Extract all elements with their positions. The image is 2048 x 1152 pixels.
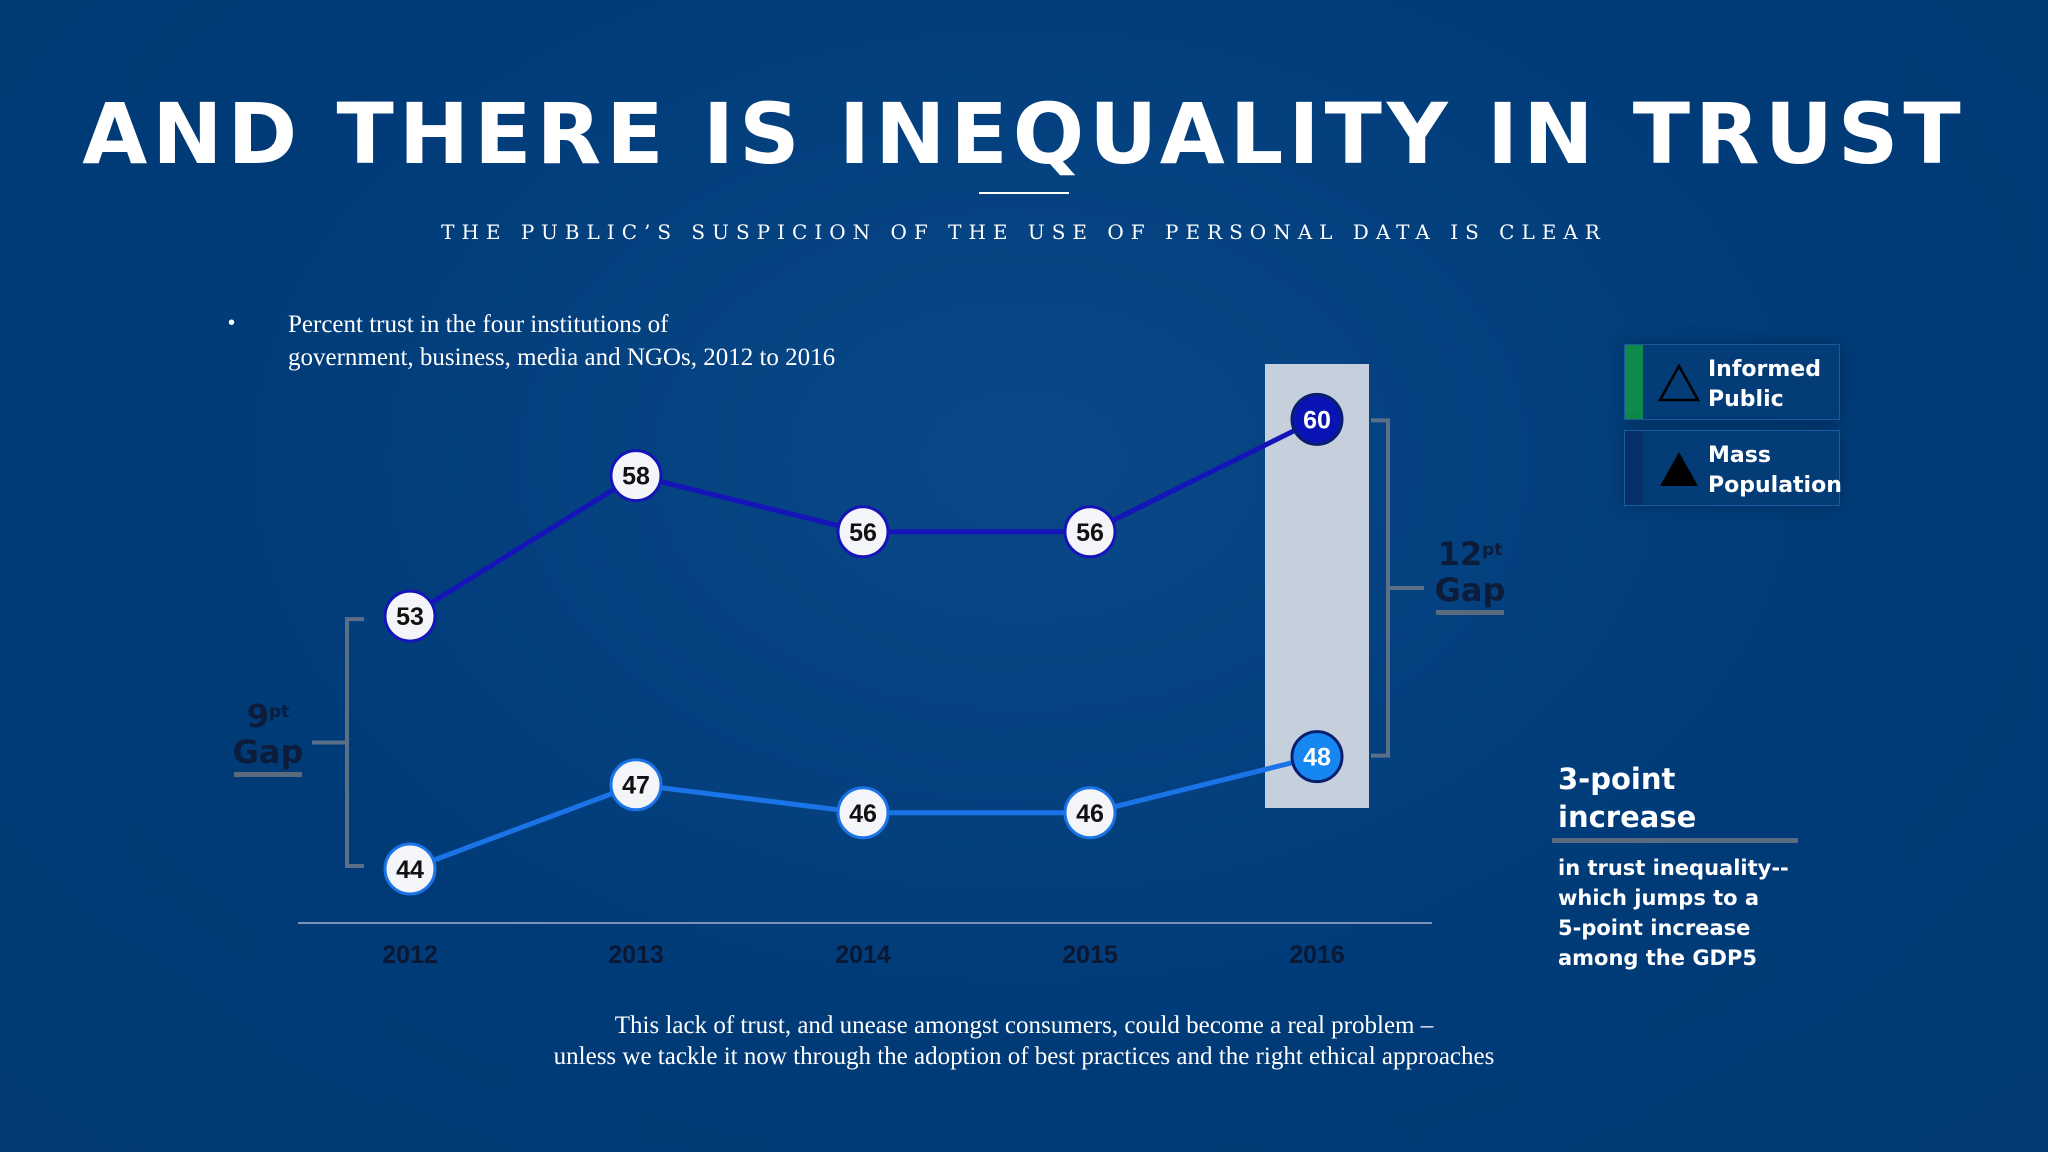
- callout-line: among the GDP5: [1558, 946, 1757, 970]
- data-label: 53: [396, 603, 424, 631]
- data-label: 56: [849, 519, 877, 547]
- x-tick-label: 2015: [1062, 941, 1118, 969]
- chart-description: Percent trust in the four institutions o…: [288, 308, 948, 374]
- x-tick-label: 2013: [608, 941, 664, 969]
- callout-body: in trust inequality-- which jumps to a 5…: [1558, 853, 1818, 973]
- callout-line: which jumps to a: [1558, 886, 1760, 910]
- gap-word: Gap: [232, 733, 304, 771]
- data-label: 58: [622, 463, 650, 491]
- title-divider: [979, 192, 1069, 194]
- gap-value: 12pt: [1437, 535, 1503, 573]
- gap-bracket-2016: [1371, 418, 1390, 758]
- callout-line: in trust inequality--: [1558, 856, 1789, 880]
- legend-label: Mass Population: [1708, 441, 1842, 501]
- legend-item-informed-public: Informed Public: [1624, 344, 1840, 420]
- data-point-mass-population: [836, 786, 890, 840]
- legend-label-line: Population: [1708, 473, 1842, 498]
- footer-note: This lack of trust, and unease amongst c…: [0, 1010, 2048, 1072]
- trust-inequality-callout: 3-point increase in trust inequality-- w…: [1552, 760, 1818, 973]
- legend-label-line: Public: [1708, 387, 1784, 412]
- data-point-informed-public: [1063, 505, 1117, 559]
- legend-stripe: [1625, 345, 1643, 419]
- gap-bracket-2012: [345, 617, 364, 868]
- callout-line: 5-point increase: [1558, 916, 1751, 940]
- data-point-informed-public: [1290, 392, 1344, 446]
- data-point-informed-public: [836, 505, 890, 559]
- data-label: 46: [1076, 800, 1104, 828]
- data-label: 48: [1303, 744, 1331, 772]
- data-point-mass-population: [383, 842, 437, 896]
- callout-heading: 3-point increase: [1558, 762, 1697, 834]
- filled-triangle-icon: [1660, 452, 1698, 486]
- gap-word: Gap: [1434, 571, 1506, 609]
- data-point-informed-public: [609, 449, 663, 503]
- gap-underline: [1436, 610, 1504, 615]
- outline-triangle-icon: [1657, 363, 1701, 402]
- data-point-mass-population: [1290, 730, 1344, 784]
- gap-2012-label: 9pt Gap: [228, 698, 308, 777]
- data-point-informed-public: [383, 589, 437, 643]
- gap-2016-label: 12pt Gap: [1430, 536, 1510, 615]
- legend-label-line: Mass: [1708, 443, 1771, 468]
- data-label: 47: [622, 772, 650, 800]
- data-label: 56: [1076, 519, 1104, 547]
- legend-stripe: [1625, 431, 1643, 505]
- chart-description-line: government, business, media and NGOs, 20…: [288, 344, 836, 371]
- data-label: 44: [396, 856, 424, 884]
- legend-label: Informed Public: [1708, 355, 1836, 415]
- x-tick-label: 2016: [1289, 941, 1345, 969]
- bullet-marker: •: [228, 312, 236, 334]
- callout-underline: [1552, 838, 1798, 843]
- chart-description-line: Percent trust in the four institutions o…: [288, 311, 669, 338]
- gap-underline: [234, 772, 302, 777]
- data-label: 60: [1303, 406, 1331, 434]
- page-subtitle: THE PUBLIC’S SUSPICION OF THE USE OF PER…: [441, 220, 1607, 244]
- data-point-mass-population: [609, 758, 663, 812]
- x-tick-label: 2014: [835, 941, 891, 969]
- x-tick-label: 2012: [382, 941, 438, 969]
- legend-item-mass-population: Mass Population: [1624, 430, 1842, 506]
- footer-line: This lack of trust, and unease amongst c…: [614, 1012, 1434, 1039]
- data-label: 46: [849, 800, 877, 828]
- data-point-mass-population: [1063, 786, 1117, 840]
- gap-value: 9pt: [246, 697, 290, 735]
- footer-line: unless we tackle it now through the adop…: [553, 1043, 1495, 1070]
- page-title: AND THERE IS INEQUALITY IN TRUST: [82, 85, 1966, 183]
- legend-label-line: Informed: [1708, 357, 1821, 382]
